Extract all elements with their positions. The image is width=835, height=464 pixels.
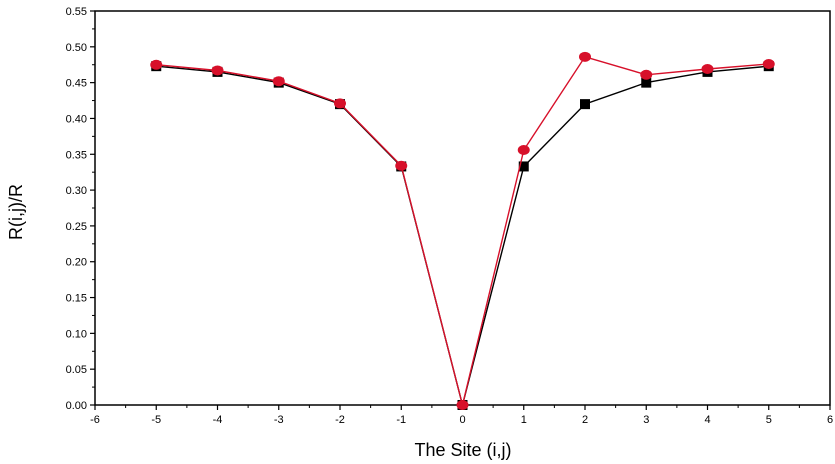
series-2 xyxy=(150,51,775,410)
data-point-circle xyxy=(579,51,591,62)
x-tick-label: 5 xyxy=(766,414,772,426)
y-tick-label: 0.45 xyxy=(66,78,87,90)
x-tick-label: -6 xyxy=(90,414,100,426)
data-point-circle xyxy=(640,69,653,80)
data-point-square xyxy=(580,99,590,110)
y-tick-label: 0.40 xyxy=(66,113,87,125)
y-tick-label: 0.10 xyxy=(66,328,87,340)
y-tick-label: 0.00 xyxy=(66,400,87,412)
x-tick-label: -1 xyxy=(396,414,406,426)
series-line xyxy=(156,55,769,406)
y-axis: 0.00 0.05 0.10 0.15 0.20 0.25 0.30 0.35 0.40 0.45… xyxy=(66,6,95,412)
series-1 xyxy=(151,61,774,410)
x-tick-label: -2 xyxy=(335,414,345,426)
data-point-circle xyxy=(334,98,346,109)
data-point-circle xyxy=(456,400,469,410)
x-tick-label: -5 xyxy=(151,414,161,426)
y-tick-label: 0.55 xyxy=(66,6,87,18)
y-tick-label: 0.25 xyxy=(66,221,87,233)
y-tick-label: 0.15 xyxy=(66,293,87,305)
y-axis-title: R(i,j)/R xyxy=(6,184,26,240)
x-tick-label: 0 xyxy=(459,414,465,426)
y-tick-label: 0.35 xyxy=(66,149,87,161)
data-point-circle xyxy=(211,65,224,76)
data-point-circle xyxy=(395,160,408,171)
data-point-circle xyxy=(762,59,775,70)
x-tick-label: -3 xyxy=(274,414,284,426)
x-tick-label: 6 xyxy=(827,414,833,426)
series-line xyxy=(156,65,769,406)
x-tick-label: 1 xyxy=(521,414,527,426)
data-point-circle xyxy=(272,76,285,87)
x-tick-label: -4 xyxy=(213,414,223,426)
series-layer xyxy=(150,51,775,410)
data-point-circle xyxy=(701,64,714,75)
x-tick-label: 2 xyxy=(582,414,588,426)
data-point-square xyxy=(518,161,529,172)
x-axis-title: The Site (i,j) xyxy=(414,440,511,460)
y-tick-label: 0.05 xyxy=(66,364,87,376)
x-tick-label: 4 xyxy=(704,414,710,426)
y-tick-label: 0.30 xyxy=(66,185,87,197)
data-point-circle xyxy=(517,144,530,155)
y-tick-label: 0.50 xyxy=(66,42,87,54)
x-tick-label: 3 xyxy=(643,414,649,426)
y-tick-label: 0.20 xyxy=(66,257,87,269)
x-axis: -6 -5 -4 -3 -2 -1 0 1 2 3 4 5 6 xyxy=(90,405,833,426)
data-point-square xyxy=(641,77,652,88)
data-point-circle xyxy=(150,59,163,70)
